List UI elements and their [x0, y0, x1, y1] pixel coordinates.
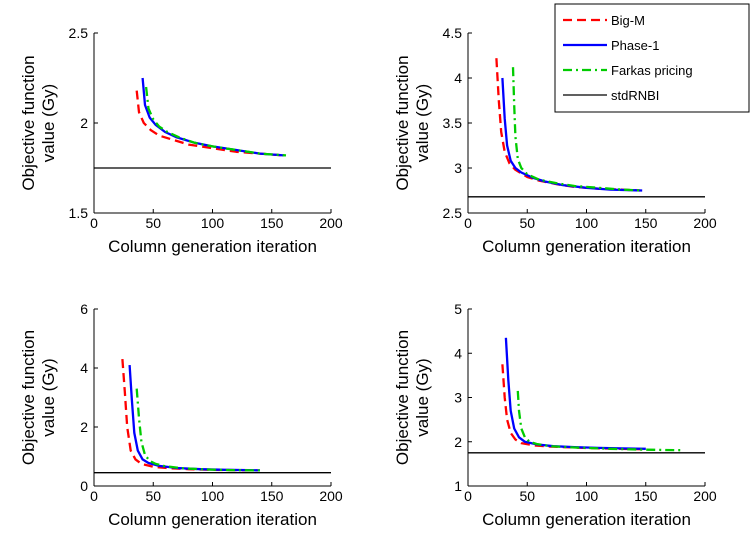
y-tick-label: 6 [80, 301, 88, 317]
legend-label: stdRNBI [611, 88, 659, 103]
series-line-phase-1 [504, 337, 646, 450]
series-line-farkas-pricing [144, 86, 287, 157]
legend-label: Farkas pricing [611, 63, 693, 78]
y-tick-label: 4 [80, 360, 88, 376]
series-line-big-m [135, 90, 284, 157]
x-axis-label: Column generation iteration [108, 237, 317, 256]
legend-label: Phase-1 [611, 38, 659, 53]
series-line-big-m [121, 359, 258, 472]
series-group [468, 337, 705, 454]
x-tick-label: 200 [319, 215, 343, 231]
series-line-phase-1 [128, 365, 260, 472]
x-tick-label: 200 [693, 215, 717, 231]
y-tick-label: 2 [80, 115, 88, 131]
series-line-farkas-pricing [516, 390, 682, 452]
x-axis-label: Column generation iteration [482, 510, 691, 529]
x-axis-label: Column generation iteration [108, 510, 317, 529]
y-tick-label: 2 [454, 434, 462, 450]
legend: Big-M Phase-1 Farkas pricing stdRNBI [554, 3, 750, 113]
y-axis-label: Objective functionvalue (Gy) [19, 55, 58, 190]
panel-1: 0 50 100 150 200 1.5 2 2.5 Column generation ite… [19, 25, 343, 256]
legend-box [554, 3, 750, 113]
series-line-farkas-pricing [135, 388, 260, 472]
y-tick-label: 2 [80, 419, 88, 435]
y-tick-label: 3 [454, 390, 462, 406]
y-tick-label: 4 [454, 70, 462, 86]
y-axis-label: Objective functionvalue (Gy) [19, 330, 58, 465]
x-tick-label: 50 [519, 488, 535, 504]
y-tick-label: 5 [454, 301, 462, 317]
y-tick-label: 3.5 [443, 115, 463, 131]
x-tick-label: 50 [145, 215, 161, 231]
panel-2: 0 50 100 150 200 2.5 3 3.5 4 4.5 Column generation… [393, 25, 717, 256]
x-tick-label: 0 [90, 215, 98, 231]
y-tick-label: 2.5 [443, 205, 463, 221]
x-tick-label: 50 [145, 488, 161, 504]
x-tick-label: 100 [575, 488, 599, 504]
x-tick-label: 150 [260, 215, 284, 231]
series-group [468, 58, 705, 198]
series-line-phase-1 [141, 77, 284, 157]
y-tick-label: 1 [454, 478, 462, 494]
series-line-farkas-pricing [511, 67, 643, 192]
y-axis-label: Objective functionvalue (Gy) [393, 55, 432, 190]
y-tick-label: 2.5 [69, 25, 89, 41]
x-tick-label: 0 [464, 215, 472, 231]
panel-4: 0 50 100 150 200 1 2 3 4 5 Column generation itera… [393, 301, 717, 529]
x-tick-label: 150 [634, 488, 658, 504]
panel-3: 0 50 100 150 200 0 2 4 6 Column generation iterat… [19, 301, 343, 529]
x-tick-label: 100 [201, 215, 225, 231]
y-tick-label: 4 [454, 345, 462, 361]
series-group [94, 359, 331, 474]
series-group [94, 77, 331, 169]
y-tick-label: 0 [80, 478, 88, 494]
y-tick-label: 4.5 [443, 25, 463, 41]
legend-label: Big-M [611, 13, 645, 28]
x-tick-label: 0 [90, 488, 98, 504]
y-tick-label: 3 [454, 160, 462, 176]
y-tick-label: 1.5 [69, 205, 89, 221]
x-tick-label: 150 [260, 488, 284, 504]
series-line-big-m [501, 364, 646, 451]
x-tick-label: 100 [201, 488, 225, 504]
x-tick-label: 50 [519, 215, 535, 231]
x-tick-label: 100 [575, 215, 599, 231]
x-tick-label: 0 [464, 488, 472, 504]
x-tick-label: 150 [634, 215, 658, 231]
x-tick-label: 200 [693, 488, 717, 504]
y-axis-label: Objective functionvalue (Gy) [393, 330, 432, 465]
x-axis-label: Column generation iteration [482, 237, 691, 256]
x-tick-label: 200 [319, 488, 343, 504]
